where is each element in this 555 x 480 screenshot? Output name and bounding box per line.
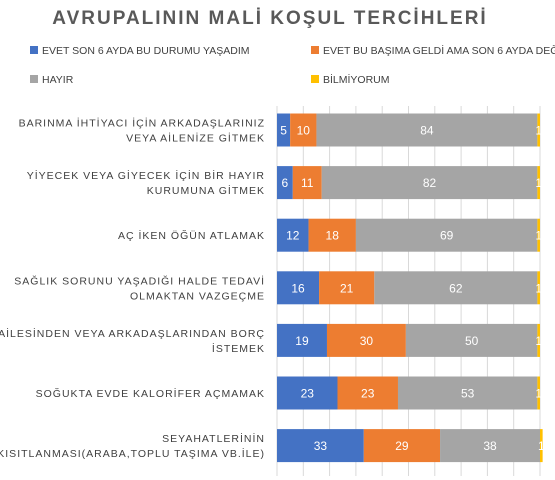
- bar-4-series-4: [537, 271, 540, 305]
- value-label-2-4: 1: [535, 176, 542, 190]
- value-label-3-4: 1: [535, 229, 542, 243]
- legend-swatch-1: [30, 46, 38, 54]
- category-label-4-line-2: OLMAKTAN VAZGEÇME: [130, 290, 265, 302]
- value-label-2-1: 6: [282, 176, 289, 190]
- value-label-6-2: 23: [361, 387, 375, 401]
- value-label-4-3: 62: [449, 281, 463, 295]
- value-label-7-3: 38: [483, 439, 497, 453]
- value-label-5-2: 30: [360, 334, 374, 348]
- bar-3-series-2: [308, 218, 356, 252]
- value-label-3-1: 12: [286, 229, 300, 243]
- bar-4-series-1: [277, 271, 320, 305]
- bar-7-series-2: [363, 429, 441, 463]
- bar-2-series-4: [537, 166, 540, 200]
- bar-2-series-1: [277, 166, 293, 200]
- value-label-4-1: 16: [291, 281, 305, 295]
- category-label-4-line-1: SAĞLIK SORUNU YAŞADIĞI HALDE TEDAVİ: [14, 274, 265, 287]
- category-label-5-line-2: İSTEMEK: [212, 342, 265, 355]
- value-label-3-2: 18: [326, 229, 340, 243]
- category-label-7-line-1: SEYAHATLERİNİN: [162, 432, 265, 445]
- value-label-3-3: 69: [440, 229, 454, 243]
- bar-6-series-4: [537, 376, 540, 410]
- bar-2-series-2: [292, 166, 322, 200]
- value-label-2-3: 82: [423, 176, 437, 190]
- category-label-3-line-1: AÇ İKEN ÖĞÜN ATLAMAK: [118, 229, 265, 242]
- bar-5-series-2: [326, 323, 406, 357]
- category-label-1-line-1: BARINMA İHTİYACI İÇİN ARKADAŞLARINIZ: [19, 117, 265, 130]
- value-label-6-3: 53: [461, 387, 475, 401]
- bar-1-series-3: [316, 113, 538, 147]
- bar-5-series-1: [277, 323, 327, 357]
- value-label-7-2: 29: [395, 439, 409, 453]
- bar-4-series-3: [374, 271, 538, 305]
- value-label-5-3: 50: [465, 334, 479, 348]
- category-label-1-line-2: VEYA AİLENİZE GİTMEK: [126, 132, 265, 145]
- category-label-2-line-2: KURUMUNA GİTMEK: [147, 184, 265, 197]
- value-label-5-4: 1: [535, 334, 542, 348]
- value-label-1-1: 5: [280, 124, 287, 138]
- value-label-7-1: 33: [314, 439, 328, 453]
- value-label-1-3: 84: [420, 124, 434, 138]
- legend-swatch-4: [311, 75, 319, 83]
- value-label-6-1: 23: [301, 387, 315, 401]
- category-label-2-line-1: YİYECEK VEYA GİYECEK İÇİN BİR HAYIR: [27, 169, 265, 182]
- value-label-4-4: 1: [535, 281, 542, 295]
- category-label-5-line-1: AİLESİNDEN VEYA ARKADAŞLARINDAN BORÇ: [0, 327, 265, 340]
- category-label-7-line-2: KISITLANMASI(ARABA,TOPLU TAŞIMA VB.İLE): [0, 447, 265, 460]
- category-label-6-line-1: SOĞUKTA EVDE KALORİFER AÇMAMAK: [36, 387, 265, 400]
- bar-2-series-3: [321, 166, 538, 200]
- bar-4-series-2: [319, 271, 375, 305]
- bar-6-series-1: [277, 376, 338, 410]
- value-label-2-2: 11: [301, 176, 314, 190]
- bar-7-series-1: [277, 429, 364, 463]
- bar-3-series-4: [537, 218, 540, 252]
- legend-label-1: EVET SON 6 AYDA BU DURUMU YAŞADIM: [42, 45, 250, 57]
- value-label-7-4: 1: [538, 439, 545, 453]
- value-label-1-2: 10: [297, 124, 311, 138]
- legend-label-3: HAYIR: [42, 74, 74, 86]
- value-label-1-4: 1: [535, 124, 542, 138]
- legend-swatch-3: [30, 75, 38, 83]
- legend-label-2: EVET BU BAŞIMA GELDİ AMA SON 6 AYDA DEĞİ…: [323, 44, 555, 57]
- bar-1-series-1: [277, 113, 291, 147]
- bar-3-series-3: [355, 218, 538, 252]
- bar-1-series-4: [537, 113, 540, 147]
- value-label-6-4: 1: [535, 387, 542, 401]
- legend-swatch-2: [311, 46, 319, 54]
- legend-label-4: BİLMİYORUM: [323, 73, 390, 86]
- bar-3-series-1: [277, 218, 309, 252]
- bar-6-series-3: [397, 376, 538, 410]
- value-label-4-2: 21: [340, 281, 354, 295]
- bar-1-series-2: [290, 113, 317, 147]
- bar-7-series-4: [540, 429, 543, 463]
- bar-5-series-4: [537, 323, 540, 357]
- chart-title: AVRUPALININ MALİ KOŞUL TERCİHLERİ: [52, 8, 487, 29]
- bar-5-series-3: [405, 323, 538, 357]
- value-label-5-1: 19: [295, 334, 309, 348]
- bar-6-series-2: [337, 376, 398, 410]
- bar-7-series-3: [440, 429, 540, 463]
